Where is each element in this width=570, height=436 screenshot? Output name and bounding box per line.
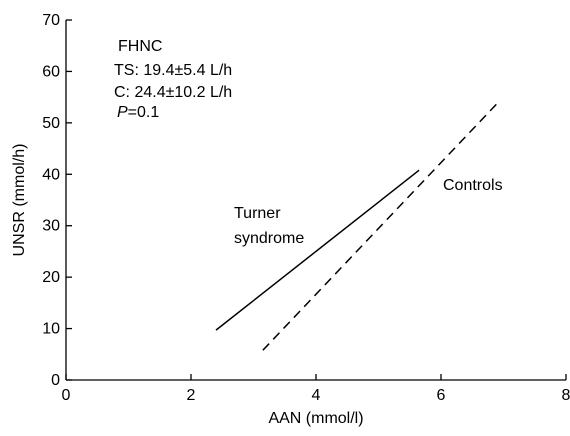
x-tick-label: 6 [437,387,446,404]
y-tick-label: 70 [42,12,60,29]
series-label-turner-line1: Turner [234,205,281,222]
annotation-p-italic: P [117,104,128,121]
series-line-controls [262,102,498,351]
y-tick-label: 10 [42,321,60,338]
y-tick-label: 30 [42,218,60,235]
x-tick-label: 0 [62,387,71,404]
x-tick-label: 8 [562,387,570,404]
x-tick-label: 4 [312,387,321,404]
series-label-turner-line2: syndrome [234,230,304,247]
annotation-fhnc: FHNC [118,38,162,55]
annotation-p-value: P=0.1 [117,104,159,121]
y-tick-label: 60 [42,63,60,80]
y-tick-label: 40 [42,166,60,183]
x-axis-ticks: 0 2 4 6 8 [62,374,570,404]
y-axis-title: UNSR (mmol/h) [11,144,28,257]
x-axis-title: AAN (mmol/l) [268,410,363,427]
series-label-controls: Controls [443,177,503,194]
y-tick-label: 0 [51,372,60,389]
y-axis-ticks: 0 10 20 30 40 50 60 70 [42,12,72,389]
series-line-turner-syndrome [215,169,420,331]
annotation-p-rest: =0.1 [128,104,160,121]
series-group [215,102,498,351]
y-tick-label: 50 [42,115,60,132]
annotation-c: C: 24.4±10.2 L/h [114,84,232,101]
x-tick-label: 2 [187,387,196,404]
annotation-ts: TS: 19.4±5.4 L/h [114,62,232,79]
y-tick-label: 20 [42,269,60,286]
